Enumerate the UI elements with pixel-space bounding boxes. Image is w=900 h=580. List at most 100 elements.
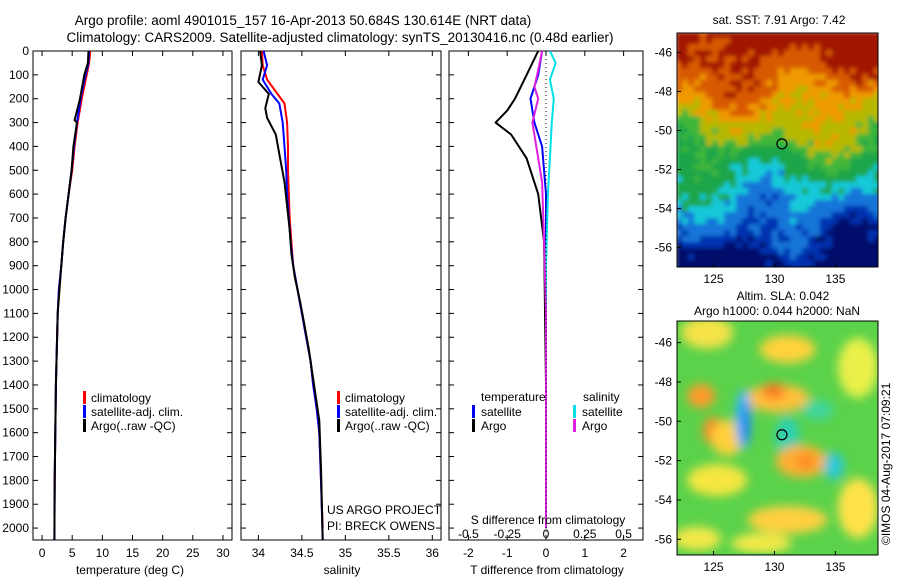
legend-label-sal-argo: Argo xyxy=(582,419,608,433)
sst-cell xyxy=(856,68,864,76)
sst-cell xyxy=(724,116,732,124)
sst-cell xyxy=(730,206,738,214)
sst-cell xyxy=(730,152,738,160)
sst-cell xyxy=(784,44,792,52)
sst-cell xyxy=(778,254,786,262)
sst-cell xyxy=(826,206,834,214)
depth-tick-label: 300 xyxy=(9,116,29,130)
sst-cell xyxy=(754,224,762,232)
sst-cell xyxy=(868,260,876,267)
sst-cell xyxy=(880,152,888,160)
sst-cell xyxy=(814,134,822,142)
map-x-tick-label: 130 xyxy=(764,560,784,574)
sst-cell xyxy=(712,50,720,58)
sst-cell xyxy=(718,128,726,136)
sst-cell xyxy=(820,146,828,154)
sst-cell xyxy=(790,80,798,88)
sst-cell xyxy=(766,50,774,58)
sst-cell xyxy=(868,128,876,136)
sst-cell xyxy=(784,62,792,70)
sst-cell xyxy=(778,218,786,226)
sst-cell xyxy=(868,194,876,202)
sst-cell xyxy=(808,176,816,184)
sst-cell xyxy=(700,260,708,267)
sst-cell xyxy=(772,33,780,40)
sst-cell xyxy=(694,68,702,76)
sst-cell xyxy=(724,128,732,136)
sst-cell xyxy=(766,248,774,256)
sst-cell xyxy=(772,224,780,232)
sst-cell xyxy=(730,92,738,100)
sst-cell xyxy=(688,182,696,190)
sst-cell xyxy=(862,134,870,142)
x-tick-label: 20 xyxy=(156,546,170,560)
sst-cell xyxy=(862,218,870,226)
sst-cell xyxy=(784,104,792,112)
sst-cell xyxy=(778,38,786,46)
sst-cell xyxy=(820,140,828,148)
sst-cell xyxy=(736,170,744,178)
sst-cell xyxy=(808,200,816,208)
sst-cell xyxy=(718,188,726,196)
sst-cell xyxy=(856,50,864,58)
sst-cell xyxy=(880,236,888,244)
sst-cell xyxy=(814,38,822,46)
sst-cell xyxy=(677,242,684,250)
sst-cell xyxy=(880,242,888,250)
sst-cell xyxy=(706,134,714,142)
sla-anomaly-blob xyxy=(837,478,878,539)
depth-tick-label: 1400 xyxy=(2,378,29,392)
sst-cell xyxy=(796,218,804,226)
sst-cell xyxy=(802,152,810,160)
sst-cell xyxy=(677,194,684,202)
sst-cell xyxy=(832,116,840,124)
x-tick-label: 34 xyxy=(252,546,266,560)
sst-cell xyxy=(778,56,786,64)
sst-cell xyxy=(880,110,888,118)
sst-cell xyxy=(677,110,684,118)
sst-cell xyxy=(712,140,720,148)
sst-cell xyxy=(730,98,738,106)
sst-cell xyxy=(796,200,804,208)
sla-anomaly-blob xyxy=(677,526,722,551)
sst-cell xyxy=(832,176,840,184)
sst-cell xyxy=(838,224,846,232)
sst-cell xyxy=(724,254,732,262)
sst-cell xyxy=(748,236,756,244)
sst-cell xyxy=(766,128,774,136)
sst-cell xyxy=(694,38,702,46)
sst-cell xyxy=(832,242,840,250)
sst-cell xyxy=(706,224,714,232)
sst-cell xyxy=(730,62,738,70)
sst-cell xyxy=(742,122,750,130)
sst-cell xyxy=(760,206,768,214)
sst-cell xyxy=(802,206,810,214)
sst-cell xyxy=(766,134,774,142)
sst-cell xyxy=(766,176,774,184)
sst-cell xyxy=(706,158,714,166)
sst-cell xyxy=(730,170,738,178)
sst-cell xyxy=(826,110,834,118)
legend-swatch-sal-argo xyxy=(573,419,576,432)
sst-cell xyxy=(742,260,750,267)
sst-cell xyxy=(784,188,792,196)
sst-cell xyxy=(688,134,696,142)
map-y-tick-label: -54 xyxy=(655,493,673,507)
sla-anomaly-blob xyxy=(823,452,844,481)
sst-cell xyxy=(748,230,756,238)
sst-cell xyxy=(808,86,816,94)
sst-cell xyxy=(730,230,738,238)
sst-cell xyxy=(760,158,768,166)
sst-cell xyxy=(874,50,878,58)
sst-cell xyxy=(760,188,768,196)
sst-cell xyxy=(700,116,708,124)
sst-cell xyxy=(772,248,780,256)
sst-cell xyxy=(712,152,720,160)
sst-cell xyxy=(784,134,792,142)
sst-cell xyxy=(694,104,702,112)
sst-cell xyxy=(766,218,774,226)
sst-cell xyxy=(820,98,828,106)
sst-cell xyxy=(832,254,840,262)
sst-cell xyxy=(862,182,870,190)
sst-cell xyxy=(820,56,828,64)
